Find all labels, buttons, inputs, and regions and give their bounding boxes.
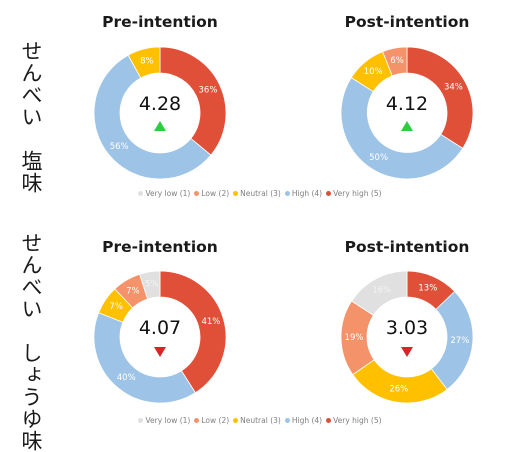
row-label-shio: せんべい 塩味 <box>19 40 43 194</box>
donut-chart-4: 13% 27% 26% 19% 16% 3.03 <box>340 270 474 404</box>
legend-label: High (4) <box>291 415 323 425</box>
center-value: 3.03 <box>386 317 428 339</box>
legend-dot-icon <box>284 190 290 196</box>
legend-dot-icon <box>326 190 332 196</box>
legend-item: Very low (1) <box>138 416 190 425</box>
legend-label: Low (2) <box>201 415 230 425</box>
data-label: 19% <box>345 333 364 343</box>
trend-up-icon <box>154 121 166 131</box>
donut-chart-2: 34% 50% 10% 6% 4.12 <box>340 46 474 180</box>
donut-chart-1: 36% 56% 8% 4.28 <box>93 46 227 180</box>
slice-neutral-3 <box>127 46 161 79</box>
data-label: 16% <box>372 285 391 295</box>
legend-bottom: Very low (1) Low (2) Neutral (3) High (4) Ve… <box>0 414 520 426</box>
legend-dot-icon <box>138 190 144 196</box>
trend-down-icon <box>401 347 413 357</box>
chart-title-3: Pre-intention <box>102 238 218 256</box>
data-label: 13% <box>418 283 437 293</box>
data-label: 26% <box>389 384 408 394</box>
legend-item: Neutral (3) <box>233 416 281 425</box>
chart-title-4: Post-intention <box>344 238 470 256</box>
center-value: 4.12 <box>386 93 428 115</box>
data-label: 41% <box>201 317 220 327</box>
legend-dot-icon <box>194 190 200 196</box>
slice-high-4 <box>93 54 212 180</box>
legend-label: Very low (1) <box>145 415 191 425</box>
trend-up-icon <box>401 121 413 131</box>
legend-dot-icon <box>138 417 144 423</box>
legend-label: Very high (5) <box>333 415 382 425</box>
data-label: 6% <box>390 56 404 66</box>
data-label: 10% <box>364 67 383 77</box>
legend-item: High (4) <box>284 188 323 198</box>
slice-very-high-5 <box>159 46 227 156</box>
data-label: 36% <box>199 85 218 95</box>
data-label: 8% <box>140 57 154 67</box>
slice-very-low-1 <box>351 270 408 316</box>
data-label: 7% <box>126 286 140 296</box>
slice-very-high-5 <box>159 270 227 394</box>
legend-item: High (4) <box>284 415 323 425</box>
slice-high-4 <box>93 312 196 404</box>
row-label-shoyu: せんべい しょうゆ味 <box>19 232 43 452</box>
slice-very-low-1 <box>139 270 161 300</box>
chart-title-2: Post-intention <box>344 13 470 31</box>
data-label: 5% <box>145 280 159 290</box>
legend-dot-icon <box>284 417 290 423</box>
slice-neutral-3 <box>352 359 448 404</box>
legend-dot-icon <box>326 417 332 423</box>
legend-label: Very low (1) <box>145 188 191 198</box>
data-label: 40% <box>117 373 136 383</box>
legend-item: Very high (5) <box>326 415 382 425</box>
center-value: 4.28 <box>139 93 181 115</box>
data-label: 50% <box>369 153 388 163</box>
legend-item: Low (2) <box>194 416 229 425</box>
legend-item: Very high (5) <box>326 188 382 198</box>
legend-dot-icon <box>233 190 239 196</box>
center-value: 4.07 <box>139 317 181 339</box>
legend-label: Neutral (3) <box>240 188 281 198</box>
donut-chart-3: 41% 40% 7%7% 5% 4.07 <box>93 270 227 404</box>
slice-low-2 <box>382 46 408 77</box>
data-label: 27% <box>450 336 469 346</box>
legend-label: High (4) <box>291 188 323 198</box>
data-label: 56% <box>110 142 129 152</box>
data-label: 34% <box>444 82 463 92</box>
legend-label: Neutral (3) <box>240 415 281 425</box>
chart-title-1: Pre-intention <box>102 13 218 31</box>
legend-item: Very low (1) <box>138 189 190 198</box>
trend-down-icon <box>154 347 166 357</box>
data-label: 7% <box>109 302 123 312</box>
legend-top: Very low (1) Low (2) Neutral (3) High (4) Ve… <box>0 187 520 199</box>
legend-item: Low (2) <box>194 189 229 198</box>
legend-dot-icon <box>233 417 239 423</box>
legend-item: Neutral (3) <box>233 189 281 198</box>
slice-high-4 <box>340 77 464 180</box>
legend-dot-icon <box>194 417 200 423</box>
legend-label: Low (2) <box>201 188 230 198</box>
legend-label: Very high (5) <box>333 188 382 198</box>
